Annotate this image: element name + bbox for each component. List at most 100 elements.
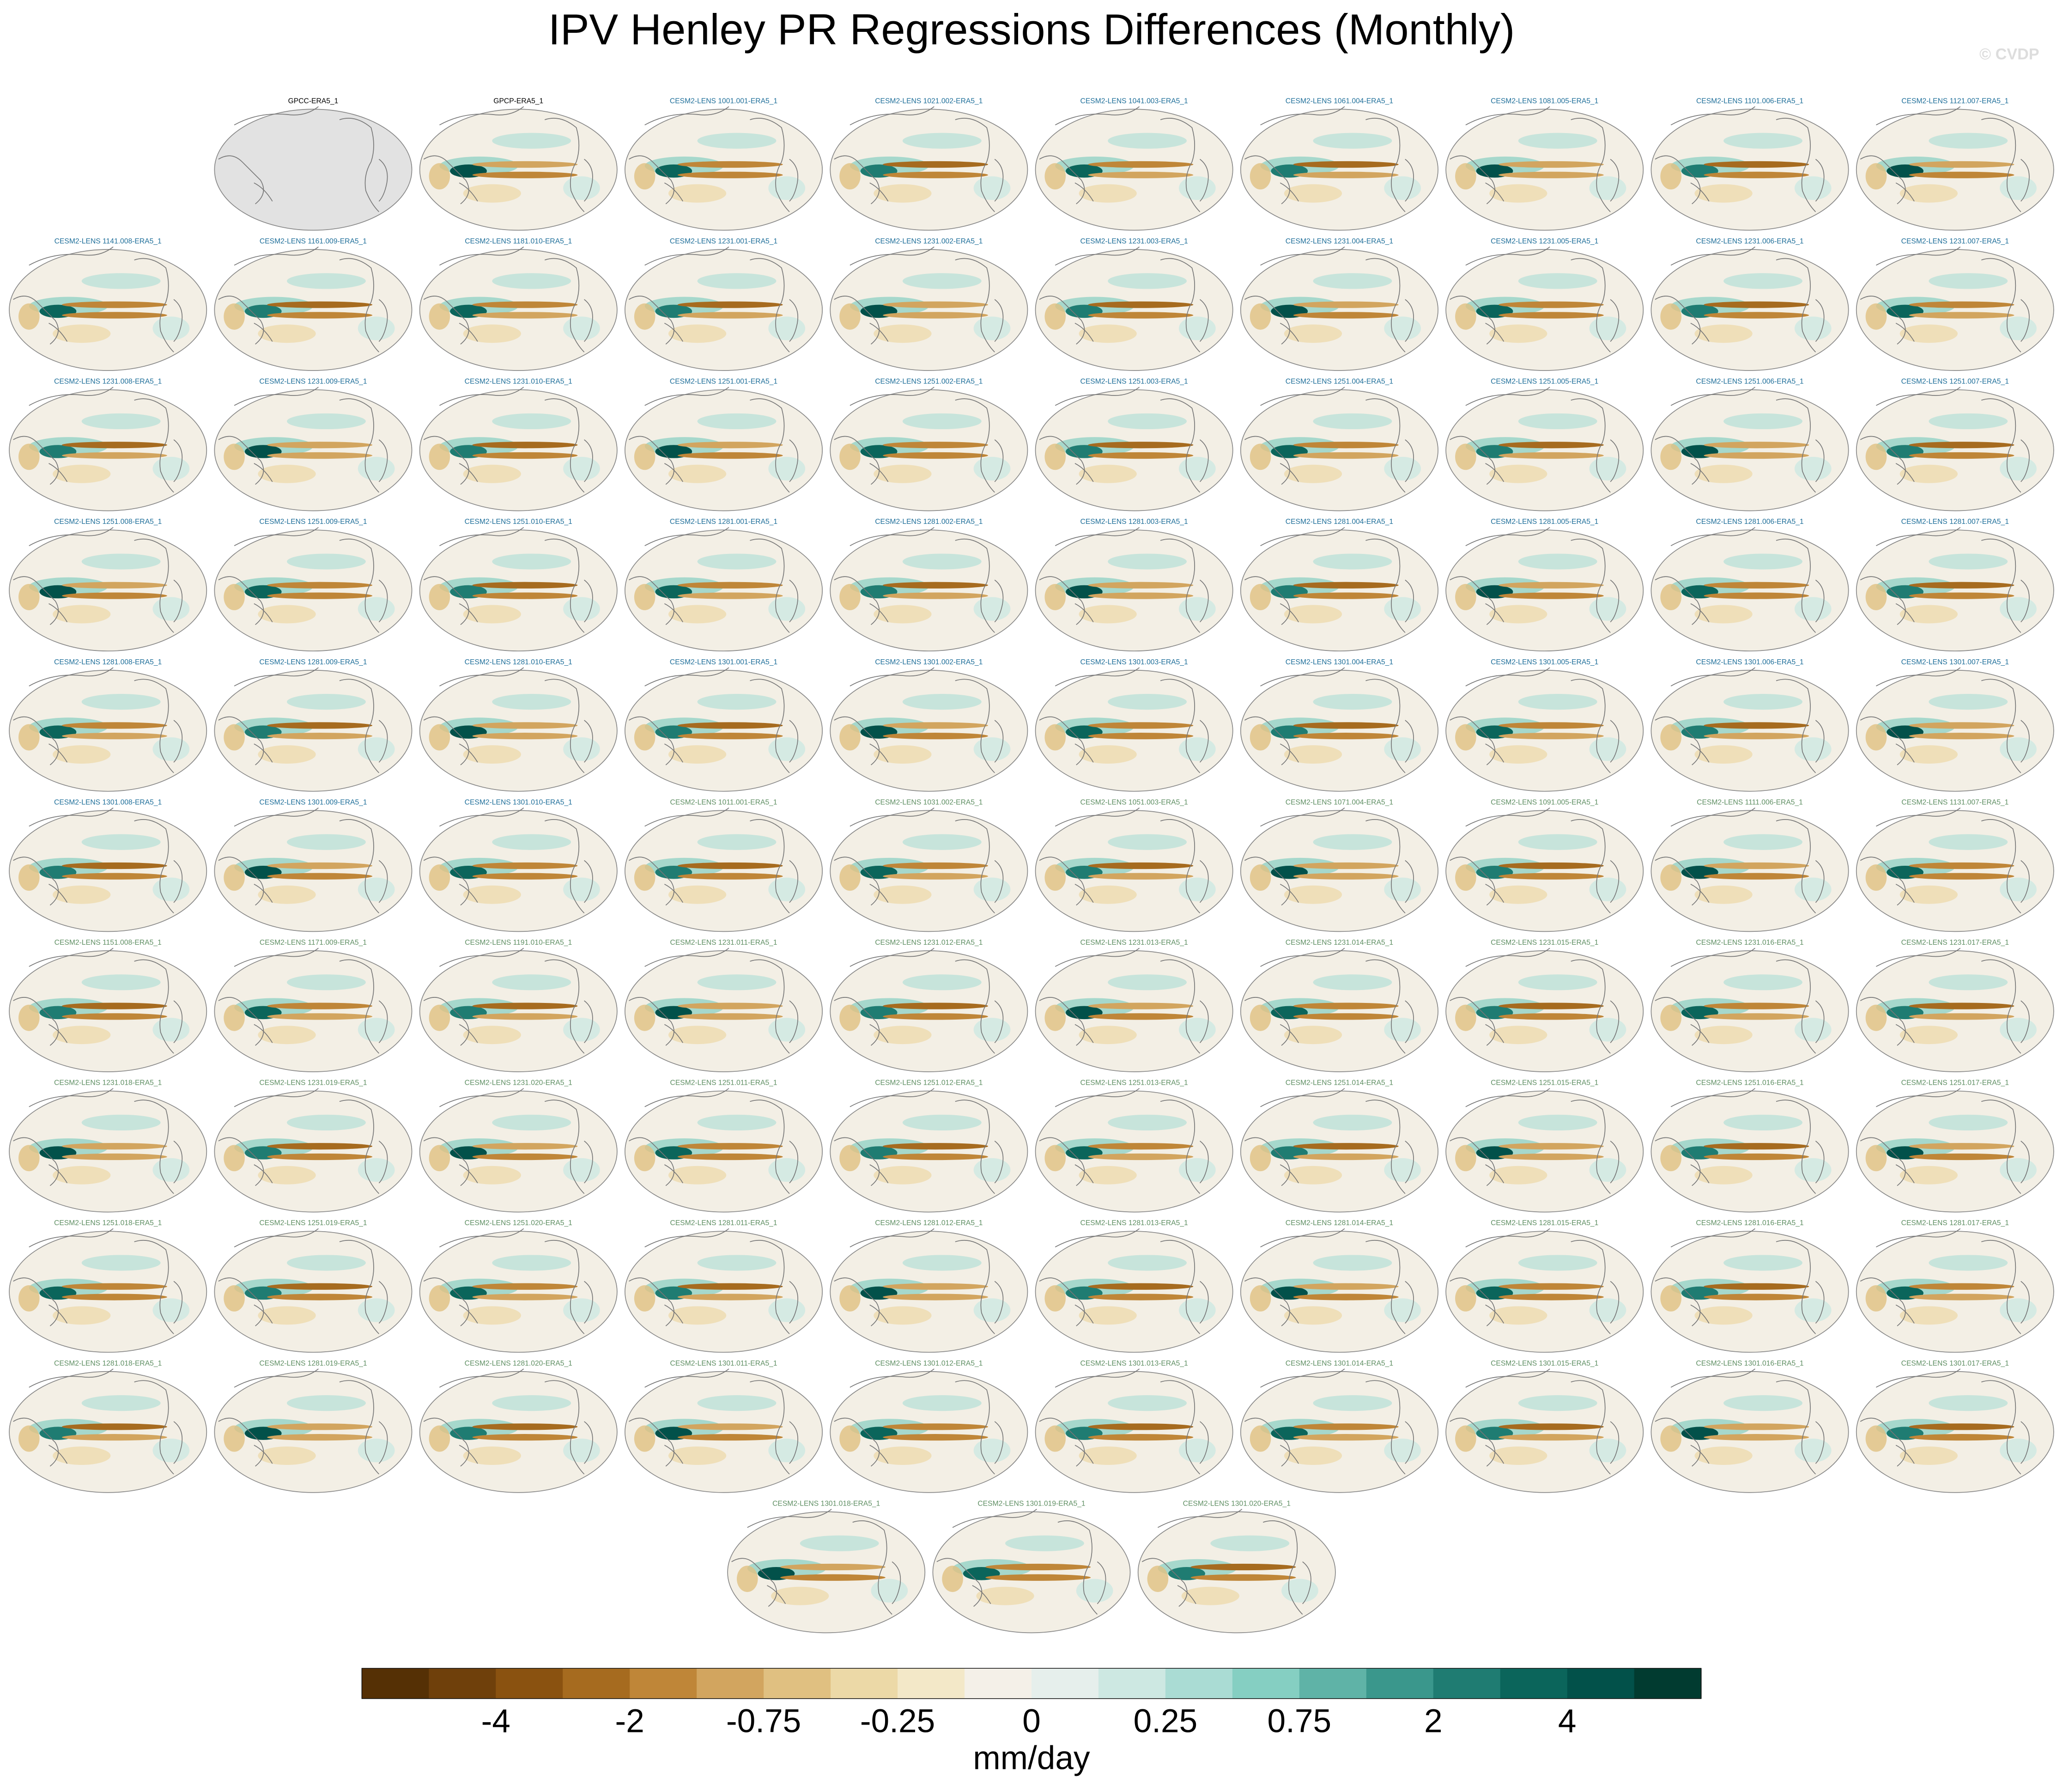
map-panel	[9, 527, 207, 652]
anomaly	[902, 1395, 982, 1411]
anomaly	[1284, 324, 1342, 343]
anomaly	[463, 745, 521, 764]
coastline	[629, 667, 798, 773]
coastline	[1655, 387, 1825, 493]
anomaly	[1899, 605, 1958, 624]
anomaly	[492, 553, 571, 570]
panel-label: CESM2-LENS 1141.008-ERA5_1	[55, 237, 162, 245]
map-background	[214, 109, 413, 231]
anomaly	[634, 1145, 655, 1172]
map-panel	[1856, 667, 2054, 792]
panel-label: CESM2-LENS 1081.005-ERA5_1	[1491, 97, 1598, 105]
map-panel	[9, 808, 207, 932]
anomaly	[697, 1395, 777, 1411]
anomaly	[1899, 324, 1958, 343]
anomaly	[1313, 834, 1392, 850]
anomaly	[53, 1306, 111, 1325]
map-panel	[625, 808, 823, 932]
anomaly	[224, 724, 245, 751]
anomaly	[1293, 1294, 1399, 1300]
anomaly	[1704, 312, 1809, 319]
anomaly	[1284, 184, 1342, 203]
anomaly	[287, 273, 366, 289]
anomaly	[874, 1026, 932, 1045]
anomaly	[1499, 1294, 1604, 1300]
coastline	[1244, 948, 1414, 1054]
map-panel	[1035, 1228, 1233, 1353]
anomaly	[1044, 583, 1066, 610]
anomaly	[1909, 301, 2014, 308]
map-panel	[9, 387, 207, 511]
anomaly	[258, 1306, 316, 1325]
anomaly	[697, 974, 777, 990]
anomaly	[1704, 1013, 1809, 1020]
anomaly	[1250, 1145, 1271, 1172]
anomaly	[677, 301, 783, 308]
colorbar-swatch	[1032, 1668, 1099, 1699]
anomaly	[1250, 1425, 1271, 1452]
anomaly	[18, 1285, 40, 1312]
anomaly	[463, 184, 521, 203]
coastline	[1860, 527, 2030, 633]
panel-label: CESM2-LENS 1191.010-ERA5_1	[465, 939, 572, 947]
anomaly	[53, 464, 111, 483]
anomaly	[1704, 873, 1809, 880]
coastline	[834, 246, 1004, 352]
anomaly	[1660, 303, 1681, 330]
anomaly	[81, 413, 161, 430]
anomaly	[874, 464, 932, 483]
map-panel	[419, 1368, 618, 1493]
anomaly	[768, 597, 806, 621]
coastline	[13, 527, 183, 633]
anomaly	[1005, 1535, 1084, 1551]
panel-label: CESM2-LENS 1031.002-ERA5_1	[875, 798, 983, 806]
panel-label: CESM2-LENS 1231.007-ERA5_1	[1901, 237, 2009, 245]
anomaly	[1704, 171, 1809, 178]
anomaly	[472, 1013, 578, 1020]
coastline	[629, 246, 798, 352]
anomaly	[697, 273, 777, 289]
anomaly	[902, 133, 982, 149]
anomaly	[492, 1114, 571, 1131]
panel-label: CESM2-LENS 1301.013-ERA5_1	[1080, 1360, 1188, 1367]
coastline	[13, 808, 183, 914]
anomaly	[874, 605, 932, 624]
map-panel	[830, 1228, 1028, 1353]
map-panel	[9, 948, 207, 1072]
anomaly	[1518, 553, 1597, 570]
panel-label: CESM2-LENS 1301.011-ERA5_1	[670, 1360, 777, 1367]
anomaly	[883, 1143, 989, 1150]
anomaly	[463, 605, 521, 624]
map-panel	[1035, 1368, 1233, 1493]
map-panel	[1137, 1509, 1336, 1634]
anomaly	[62, 1283, 167, 1290]
anomaly	[677, 1013, 783, 1020]
anomaly	[883, 733, 989, 740]
panel-label: CESM2-LENS 1181.010-ERA5_1	[465, 237, 572, 245]
map-panel	[1856, 246, 2054, 371]
watermark: © CVDP	[1979, 46, 2039, 63]
anomaly	[1293, 171, 1399, 178]
map-panel	[1856, 1228, 2054, 1353]
panel-label: CESM2-LENS 1071.004-ERA5_1	[1286, 798, 1393, 806]
anomaly	[1909, 1283, 2014, 1290]
title: IPV Henley PR Regressions Differences (M…	[548, 5, 1515, 54]
anomaly	[1899, 1026, 1958, 1045]
map-panel	[1035, 667, 1233, 792]
anomaly	[1589, 737, 1626, 761]
coastline	[1450, 387, 1620, 493]
coastline	[423, 387, 593, 493]
anomaly	[839, 1425, 861, 1452]
panel-label: CESM2-LENS 1281.005-ERA5_1	[1491, 518, 1598, 526]
anomaly	[1384, 1439, 1421, 1463]
anomaly	[677, 1002, 783, 1009]
map-panel	[1650, 1368, 1849, 1493]
anomaly	[1455, 724, 1476, 751]
anomaly	[874, 1446, 932, 1465]
panel-label: CESM2-LENS 1231.010-ERA5_1	[465, 378, 572, 386]
anomaly	[1499, 582, 1604, 589]
anomaly	[1250, 163, 1271, 190]
anomaly	[563, 1439, 600, 1463]
panel-label: CESM2-LENS 1021.002-ERA5_1	[875, 97, 983, 105]
anomaly	[1079, 605, 1137, 624]
